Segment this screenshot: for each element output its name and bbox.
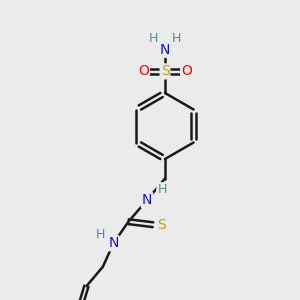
Text: O: O [138,64,149,78]
Text: H: H [96,228,106,242]
Text: H: H [172,32,181,45]
Text: N: N [108,236,118,250]
Text: N: N [160,43,170,57]
Text: S: S [160,64,169,78]
Text: H: H [149,32,158,45]
Text: N: N [142,193,152,207]
Text: H: H [157,183,167,196]
Text: S: S [157,218,166,232]
Text: O: O [181,64,192,78]
